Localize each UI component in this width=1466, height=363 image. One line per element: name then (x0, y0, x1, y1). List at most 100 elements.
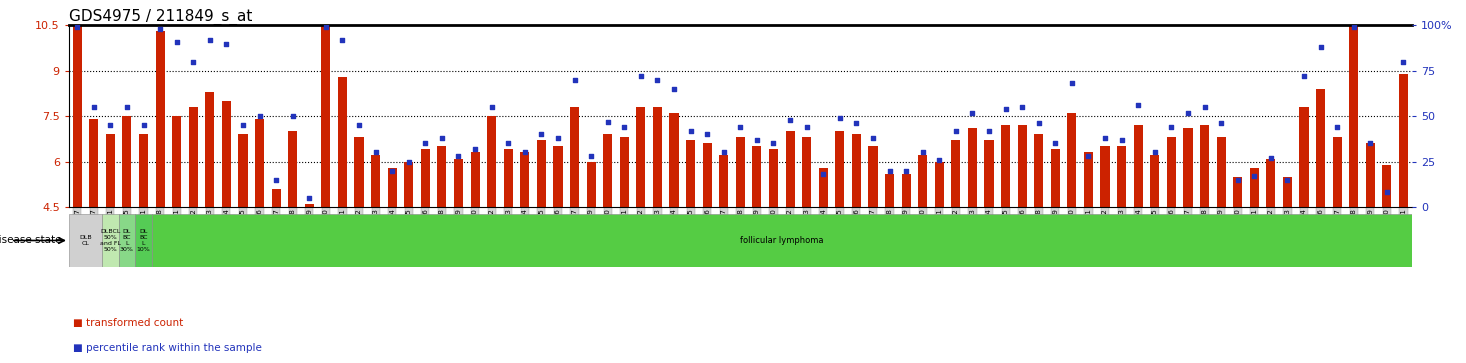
Bar (918, 155, 928, 207)
Bar (670, 113, 679, 207)
Bar (520, 152, 529, 207)
Point (778, 117, 802, 123)
Point (182, 59, 205, 65)
Bar (1349, 25, 1359, 207)
Bar (1101, 146, 1110, 207)
Point (430, 135, 453, 141)
Bar (1001, 125, 1010, 207)
Point (214, 41, 237, 46)
Point (944, 128, 968, 134)
Bar (752, 146, 761, 207)
Bar (504, 150, 513, 207)
Point (663, 86, 686, 92)
Text: GDS4975 / 211849_s_at: GDS4975 / 211849_s_at (69, 9, 252, 25)
Point (98, 122, 122, 128)
Point (1028, 121, 1051, 126)
Point (1176, 110, 1199, 115)
Bar (255, 119, 264, 207)
Point (812, 171, 836, 177)
Point (695, 131, 718, 137)
Point (479, 104, 503, 110)
Bar (852, 134, 861, 207)
Point (1110, 137, 1133, 143)
Bar (736, 137, 745, 207)
Point (1292, 73, 1315, 79)
Point (1275, 177, 1299, 183)
Bar (73, 25, 82, 207)
Bar (289, 131, 298, 207)
Bar (868, 146, 878, 207)
Point (745, 137, 768, 143)
Point (762, 140, 786, 146)
Point (463, 146, 487, 152)
Bar (652, 107, 663, 207)
Bar (686, 140, 695, 207)
Bar (836, 131, 844, 207)
Bar (951, 140, 960, 207)
Bar (1151, 155, 1160, 207)
Bar (1201, 125, 1209, 207)
Bar (1133, 125, 1143, 207)
Bar (1233, 177, 1242, 207)
Bar (537, 140, 545, 207)
Point (381, 168, 405, 174)
Point (547, 135, 570, 141)
Bar (205, 92, 214, 207)
Bar (1067, 113, 1076, 207)
Point (132, 122, 155, 128)
Point (861, 135, 884, 141)
Point (1259, 155, 1283, 161)
Point (878, 168, 902, 174)
Point (1341, 24, 1365, 30)
Point (397, 159, 421, 164)
Bar (1217, 137, 1226, 207)
Point (978, 128, 1001, 134)
Bar (139, 134, 148, 207)
Point (347, 122, 371, 128)
Text: DLB
CL: DLB CL (79, 235, 92, 246)
Point (828, 115, 852, 121)
Bar (720, 155, 729, 207)
Point (1076, 153, 1100, 159)
Point (1226, 177, 1249, 183)
Bar (1034, 134, 1044, 207)
Bar (1017, 125, 1026, 207)
Point (298, 195, 321, 201)
Bar (89, 119, 98, 207)
Point (166, 39, 189, 45)
Bar (471, 152, 479, 207)
Text: DLBCL
50%
and FL
50%: DLBCL 50% and FL 50% (100, 229, 120, 252)
Bar (570, 107, 579, 207)
Bar (1249, 168, 1259, 207)
Bar (802, 137, 811, 207)
Bar (321, 25, 330, 207)
Bar (355, 137, 364, 207)
Text: follicular lymphoma: follicular lymphoma (740, 236, 824, 245)
Bar (1183, 128, 1192, 207)
Point (960, 110, 984, 115)
Point (413, 140, 437, 146)
Bar (454, 159, 463, 207)
Point (894, 168, 918, 174)
Text: ■ percentile rank within the sample: ■ percentile rank within the sample (73, 343, 262, 354)
Point (1044, 140, 1067, 146)
Bar (935, 162, 944, 207)
Bar (271, 189, 280, 207)
Point (1309, 44, 1333, 50)
Bar (1083, 152, 1094, 207)
Bar (1167, 137, 1176, 207)
Bar (189, 107, 198, 207)
Point (1060, 81, 1083, 86)
Bar (586, 162, 595, 207)
Point (66, 24, 89, 30)
Point (1143, 150, 1167, 155)
Bar (968, 128, 976, 207)
Text: DL
BC
L
30%: DL BC L 30% (120, 229, 133, 252)
Point (331, 37, 355, 43)
Bar (106, 134, 114, 207)
Bar (69, 214, 103, 267)
Bar (337, 77, 347, 207)
Bar (371, 155, 380, 207)
Bar (305, 204, 314, 207)
Bar (620, 137, 629, 207)
